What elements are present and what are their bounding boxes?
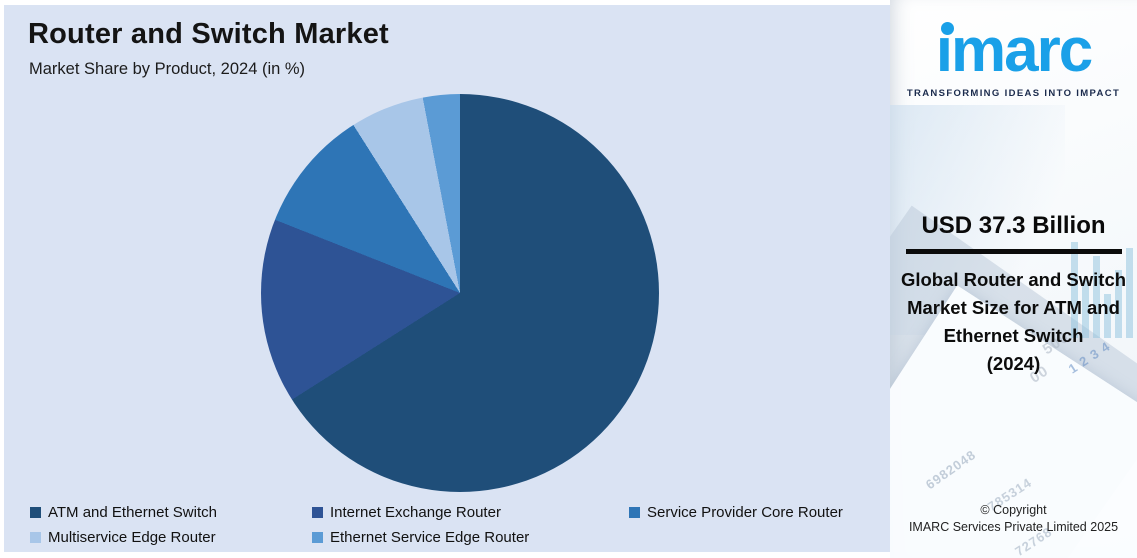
legend-item: ATM and Ethernet Switch bbox=[30, 504, 217, 521]
logo-wordmark: ımarc bbox=[935, 16, 1093, 85]
page-subtitle: Market Share by Product, 2024 (in %) bbox=[29, 60, 306, 78]
copyright-line1: © Copyright bbox=[980, 503, 1047, 518]
legend-label: ATM and Ethernet Switch bbox=[48, 504, 217, 521]
copyright-line2: IMARC Services Private Limited 2025 bbox=[908, 520, 1119, 535]
legend-label: Multiservice Edge Router bbox=[48, 529, 216, 546]
legend-swatch bbox=[629, 507, 640, 518]
logo-tagline: TRANSFORMING IDEAS INTO IMPACT bbox=[906, 88, 1121, 99]
copyright: © Copyright IMARC Services Private Limit… bbox=[890, 502, 1137, 536]
page-title: Router and Switch Market bbox=[28, 18, 389, 50]
market-size-value: USD 37.3 Billion bbox=[921, 212, 1106, 239]
chart-panel: Router and Switch Market Market Share by… bbox=[4, 5, 890, 552]
legend-item: Ethernet Service Edge Router bbox=[312, 529, 529, 546]
legend-item: Service Provider Core Router bbox=[629, 504, 843, 521]
legend-swatch bbox=[312, 532, 323, 543]
market-size-year: (2024) bbox=[986, 353, 1041, 374]
legend-swatch bbox=[30, 507, 41, 518]
legend-label: Service Provider Core Router bbox=[647, 504, 843, 521]
logo-i-dot-icon bbox=[940, 22, 954, 35]
divider bbox=[905, 249, 1122, 254]
sidebar: ımarc TRANSFORMING IDEAS INTO IMPACT USD… bbox=[890, 0, 1137, 558]
legend-swatch bbox=[312, 507, 323, 518]
legend-swatch bbox=[30, 532, 41, 543]
decor-bar-chart bbox=[1071, 238, 1133, 338]
legend-item: Multiservice Edge Router bbox=[30, 529, 216, 546]
imarc-logo: ımarc TRANSFORMING IDEAS INTO IMPACT bbox=[890, 20, 1137, 99]
legend-item: Internet Exchange Router bbox=[312, 504, 501, 521]
market-size-callout: USD 37.3 Billion Global Router and Switc… bbox=[890, 212, 1137, 378]
legend-label: Ethernet Service Edge Router bbox=[330, 529, 530, 546]
legend-label: Internet Exchange Router bbox=[330, 504, 501, 521]
pie-chart bbox=[261, 94, 659, 492]
market-size-description: Global Router and Switch Market Size for… bbox=[900, 269, 1127, 346]
